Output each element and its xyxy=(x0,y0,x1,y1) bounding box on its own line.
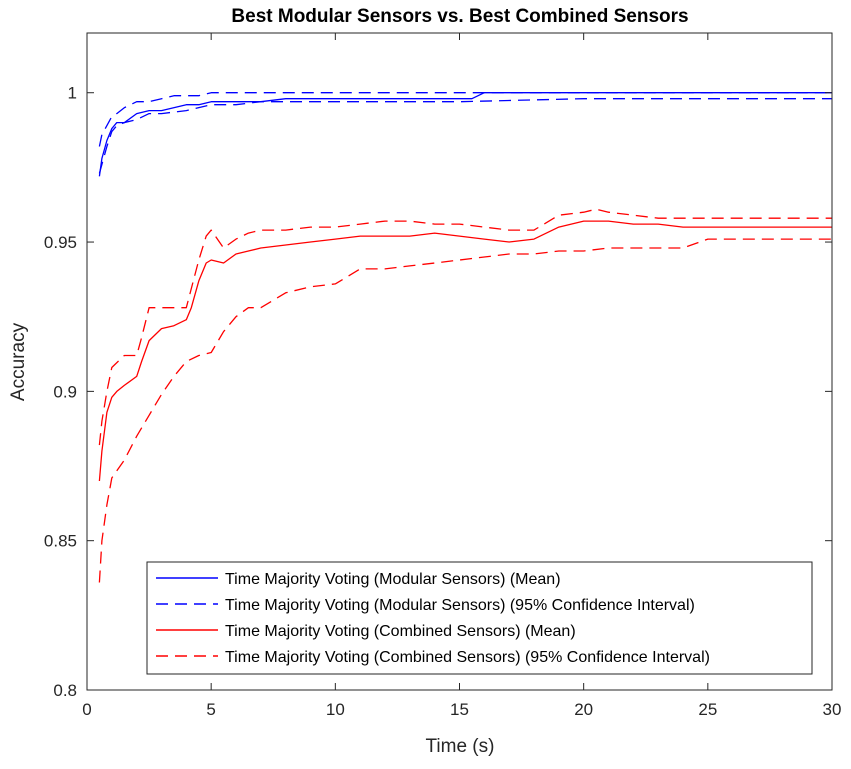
y-tick-label: 0.9 xyxy=(53,382,77,401)
x-tick-label: 10 xyxy=(326,700,345,719)
legend-label: Time Majority Voting (Combined Sensors) … xyxy=(225,649,710,666)
series-line-3 xyxy=(98,98,832,174)
legend-label: Time Majority Voting (Modular Sensors) (… xyxy=(225,597,695,614)
x-tick-label: 15 xyxy=(450,700,469,719)
series-line-1 xyxy=(98,92,832,177)
legend-label: Time Majority Voting (Modular Sensors) (… xyxy=(225,571,561,588)
series-line-4 xyxy=(98,220,832,482)
series-line-2 xyxy=(98,92,832,147)
axis-ticks: 0 5 10 15 20 25 30 0.8 0.85 0.9 0.95 1 xyxy=(44,33,842,719)
x-tick-label: 5 xyxy=(206,700,215,719)
y-tick-label: 1 xyxy=(68,84,77,103)
legend: Time Majority Voting (Modular Sensors) (… xyxy=(146,561,813,675)
x-tick-label: 20 xyxy=(574,700,593,719)
x-tick-label: 30 xyxy=(823,700,842,719)
x-tick-label: 25 xyxy=(698,700,717,719)
legend-box xyxy=(146,561,813,675)
series-layer xyxy=(98,92,832,583)
series-line-5 xyxy=(98,208,832,446)
y-axis-label: Accuracy xyxy=(8,322,29,401)
x-axis-label: Time (s) xyxy=(426,736,495,757)
x-tick-label: 0 xyxy=(82,700,91,719)
y-tick-label: 0.95 xyxy=(44,233,77,252)
y-tick-label: 0.85 xyxy=(44,532,77,551)
chart-title: Best Modular Sensors vs. Best Combined S… xyxy=(231,6,688,27)
y-tick-label: 0.8 xyxy=(53,681,77,700)
legend-label: Time Majority Voting (Combined Sensors) … xyxy=(225,623,576,640)
